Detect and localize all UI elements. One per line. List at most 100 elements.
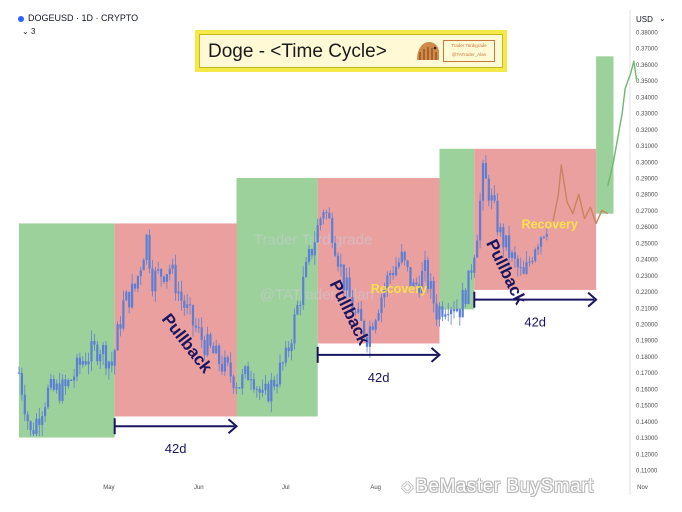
- candle-body: [470, 270, 473, 273]
- candle-body: [267, 383, 270, 402]
- candle-body: [357, 309, 360, 313]
- candle-body: [139, 270, 142, 277]
- candle-body: [334, 242, 337, 256]
- candle-body: [368, 326, 371, 347]
- price-tick-label: 0.26000: [636, 225, 658, 231]
- candle-body: [325, 212, 328, 214]
- candle-body: [255, 388, 258, 390]
- candle-body: [276, 384, 279, 387]
- candle-body: [339, 264, 342, 267]
- candle-body: [406, 260, 409, 268]
- candle-body: [252, 379, 255, 390]
- candle-body: [473, 257, 476, 273]
- price-tick-label: 0.20000: [636, 323, 658, 329]
- candle-body: [461, 290, 464, 318]
- candle-body: [223, 357, 226, 372]
- candle-body: [467, 270, 470, 305]
- candle-body: [29, 421, 32, 431]
- candle-body: [23, 394, 26, 415]
- price-tick-label: 0.16000: [636, 387, 658, 393]
- candle-body: [220, 363, 224, 372]
- candle-body: [545, 233, 548, 237]
- candle-body: [113, 350, 116, 366]
- candle-body: [444, 314, 447, 317]
- candle-body: [516, 258, 519, 268]
- price-tick-label: 0.35000: [636, 79, 658, 85]
- candle-body: [302, 276, 305, 305]
- candle-body: [200, 327, 203, 341]
- candle-body: [423, 259, 427, 271]
- candle-body: [464, 290, 467, 305]
- cycle-duration-label: 42d: [165, 441, 187, 456]
- candle-body: [99, 354, 102, 362]
- bottom-watermark-text: BeMaster BuySmart: [415, 476, 594, 497]
- candle-body: [116, 324, 119, 351]
- candle-body: [539, 237, 543, 247]
- candle-body: [394, 266, 398, 276]
- candle-body: [232, 376, 235, 389]
- green-cycle-zone: [19, 223, 115, 438]
- candle-body: [496, 200, 499, 233]
- candle-body: [244, 366, 247, 375]
- candle-body: [151, 268, 154, 292]
- candle-body: [104, 345, 108, 369]
- red-cycle-zone: [474, 148, 597, 290]
- candle-body: [284, 347, 287, 363]
- candle-body: [426, 259, 429, 289]
- recovery-annotation: Recovery: [371, 282, 427, 296]
- chevron-down-icon[interactable]: ⌄: [659, 14, 666, 23]
- candle-body: [177, 291, 180, 294]
- candle-body: [128, 291, 131, 308]
- candle-body: [107, 361, 110, 369]
- candle-body: [258, 388, 261, 393]
- candle-body: [261, 390, 264, 393]
- price-tick-label: 0.22000: [636, 290, 658, 296]
- logo-line-1: Trader Tardigrade: [451, 43, 487, 48]
- candle-body: [122, 300, 125, 329]
- time-tick-label: Jul: [282, 485, 290, 491]
- candle-body: [490, 195, 493, 201]
- candle-body: [537, 246, 540, 250]
- candle-body: [508, 235, 511, 258]
- symbol-header[interactable]: DOGEUSD · 1D · CRYPTO: [18, 13, 138, 23]
- candle-body: [212, 345, 215, 354]
- candle-body: [154, 270, 157, 292]
- cycle-arrow-head: [587, 291, 598, 308]
- candle-body: [229, 362, 232, 377]
- cycle-duration-label: 42d: [368, 370, 390, 385]
- candle-body: [484, 163, 487, 179]
- time-tick-label: Jun: [194, 485, 204, 491]
- candle-body: [296, 304, 299, 315]
- price-tick-label: 0.28000: [636, 193, 658, 199]
- candle-body: [400, 251, 403, 263]
- currency-selector[interactable]: USD: [636, 15, 653, 24]
- price-tick-label: 0.14000: [636, 420, 658, 426]
- candle-body: [186, 304, 189, 308]
- recovery-annotation: Recovery: [522, 217, 578, 231]
- candle-body: [476, 240, 479, 258]
- candle-body: [299, 304, 302, 306]
- candle-body: [58, 383, 61, 401]
- candle-body: [534, 249, 537, 261]
- price-tick-label: 0.37000: [636, 47, 658, 53]
- candle-body: [81, 360, 84, 365]
- candle-body: [354, 312, 357, 314]
- candle-body: [133, 283, 137, 289]
- candle-body: [41, 416, 44, 425]
- time-tick-label: May: [103, 485, 114, 491]
- candle-body: [203, 340, 206, 356]
- candle-body: [183, 300, 186, 308]
- candle-body: [363, 320, 366, 338]
- candle-body: [64, 379, 67, 387]
- price-tick-label: 0.15000: [636, 404, 658, 410]
- candle-body: [264, 383, 267, 391]
- candle-body: [270, 379, 273, 402]
- indicator-collapse-toggle[interactable]: ⌄ 3: [22, 27, 35, 36]
- candle-body: [435, 303, 438, 320]
- candle-body: [281, 362, 284, 364]
- candle-body: [131, 283, 134, 308]
- candle-body: [174, 264, 177, 294]
- candle-body: [171, 264, 174, 269]
- candle-body: [383, 288, 386, 298]
